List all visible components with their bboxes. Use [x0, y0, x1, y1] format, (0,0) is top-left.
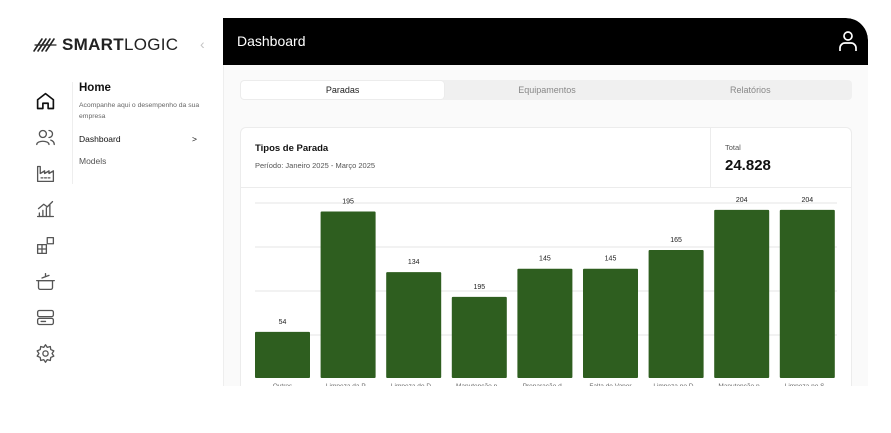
chevron-right-icon: > — [192, 134, 197, 144]
category-label: Manutenção p... — [718, 383, 765, 386]
bar-chart-svg: 54 Outros 195 Limpeza da P... 134 Limpeza do … — [255, 197, 837, 386]
nav-item-models[interactable]: Models — [79, 156, 197, 166]
top-header: Dashboard — [223, 18, 868, 65]
factory-icon[interactable] — [32, 160, 58, 186]
chart-icon[interactable] — [32, 196, 58, 222]
bar-value-label: 195 — [342, 199, 354, 206]
subnav-description: Acompanhe aqui o desempenho da sua empre… — [79, 102, 200, 120]
chart-bar[interactable] — [517, 268, 573, 378]
category-label: Limpeza do D... — [391, 383, 437, 386]
chart-bar[interactable] — [714, 209, 770, 378]
chart-bar[interactable] — [779, 209, 835, 378]
home-icon[interactable] — [32, 88, 58, 114]
logo-mark-icon — [33, 38, 57, 52]
card-title: Tipos de Parada — [255, 143, 329, 154]
bar-value-label: 195 — [473, 284, 485, 291]
page-title: Dashboard — [237, 33, 306, 49]
bar-chart: 54 Outros 195 Limpeza da P... 134 Limpeza do … — [241, 189, 851, 386]
chart-bar[interactable] — [451, 296, 507, 378]
main-content: Paradas Equipamentos Relatórios Tipos de… — [223, 65, 868, 386]
total-value: 24.828 — [725, 157, 771, 174]
tab-paradas[interactable]: Paradas — [241, 81, 445, 99]
blocks-icon[interactable] — [32, 232, 58, 258]
app-window: SMARTLOGIC ‹ Home Acompanhe aqui o desem — [22, 18, 868, 386]
bar-value-label: 134 — [408, 259, 420, 266]
chart-bar[interactable] — [320, 211, 376, 378]
bar-value-label: 145 — [539, 256, 551, 263]
brand-name: SMARTLOGIC — [62, 35, 179, 54]
gear-icon[interactable] — [32, 340, 58, 366]
bar-value-label: 204 — [736, 197, 748, 204]
category-label: Limpeza no D... — [653, 383, 699, 386]
chart-bar[interactable] — [648, 249, 704, 378]
brand-logo: SMARTLOGIC — [32, 34, 178, 56]
tab-equipamentos[interactable]: Equipamentos — [518, 85, 576, 95]
server-icon[interactable] — [32, 304, 58, 330]
bar-value-label: 145 — [605, 256, 617, 263]
total-box: Total 24.828 — [710, 128, 851, 188]
chart-bar[interactable] — [386, 272, 442, 378]
nav-item-label: Models — [79, 156, 107, 166]
bar-value-label: 54 — [279, 319, 287, 326]
category-label: Preparação d... — [523, 383, 568, 386]
stops-card: Tipos de Parada Período: Janeiro 2025 - … — [240, 127, 852, 386]
card-period: Período: Janeiro 2025 - Março 2025 — [255, 161, 376, 170]
subnav-title: Home — [79, 82, 111, 94]
category-label: Limpeza da P... — [326, 383, 371, 386]
bar-value-label: 165 — [670, 237, 682, 244]
chevron-left-icon[interactable]: ‹ — [200, 36, 205, 52]
bar-value-label: 204 — [801, 197, 813, 204]
user-icon[interactable] — [838, 30, 858, 57]
users-icon[interactable] — [32, 124, 58, 150]
icon-rail — [32, 88, 60, 376]
category-label: Limpeza no S... — [785, 383, 830, 386]
tab-bar: Paradas Equipamentos Relatórios — [240, 80, 852, 100]
chart-bar[interactable] — [583, 268, 638, 378]
nav-item-dashboard[interactable]: Dashboard > — [79, 134, 197, 144]
pot-icon[interactable] — [32, 268, 58, 294]
total-label: Total — [725, 143, 741, 152]
nav-item-label: Dashboard — [79, 134, 121, 144]
card-header: Tipos de Parada Período: Janeiro 2025 - … — [241, 128, 851, 188]
secondary-nav: Home Acompanhe aqui o desempenho da sua … — [72, 82, 222, 184]
category-label: Manutenção p... — [456, 383, 503, 386]
category-label: Outros — [273, 383, 293, 386]
chart-bar[interactable] — [255, 331, 310, 378]
tab-relatorios[interactable]: Relatórios — [730, 85, 771, 95]
category-label: Falta de Vapor — [589, 383, 632, 386]
